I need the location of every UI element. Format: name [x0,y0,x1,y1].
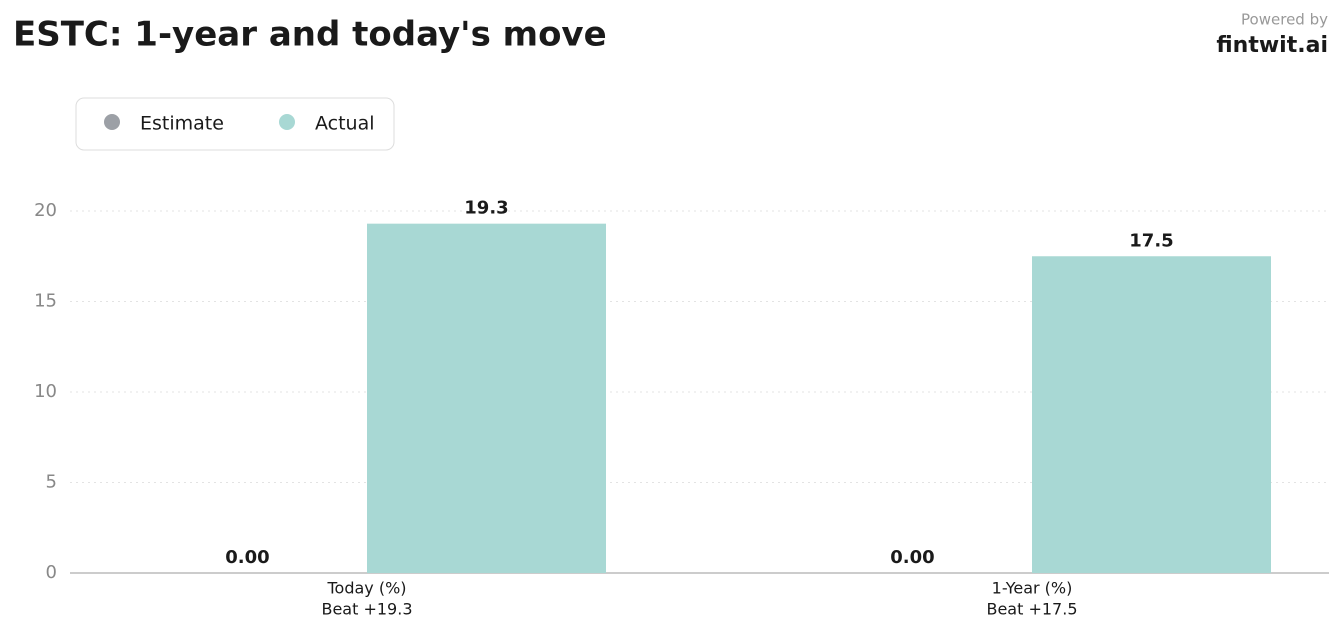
powered-by: Powered by [1241,11,1328,29]
x-tick-sublabel: Beat +19.3 [321,600,412,619]
brand-name: fintwit.ai [1216,33,1328,58]
legend-marker [279,114,295,130]
x-tick-label: 1-Year (%) [992,579,1073,598]
x-tick-label: Today (%) [326,579,406,598]
y-tick-label: 5 [46,472,57,493]
bar [1032,256,1271,573]
bar [367,223,606,574]
value-label: 17.5 [1129,230,1173,251]
y-tick-label: 10 [34,381,57,402]
value-label: 19.3 [464,198,508,219]
value-label: 0.00 [225,547,269,568]
value-label: 0.00 [890,547,934,568]
legend-label: Estimate [140,113,224,135]
y-tick-label: 15 [34,291,57,312]
x-tick-sublabel: Beat +17.5 [986,600,1077,619]
chart-title: ESTC: 1-year and today's move [13,15,607,55]
legend-label: Actual [315,113,375,135]
legend-marker [104,114,120,130]
y-tick-label: 20 [34,200,57,221]
legend-box [75,97,395,151]
y-tick-label: 0 [46,562,57,583]
